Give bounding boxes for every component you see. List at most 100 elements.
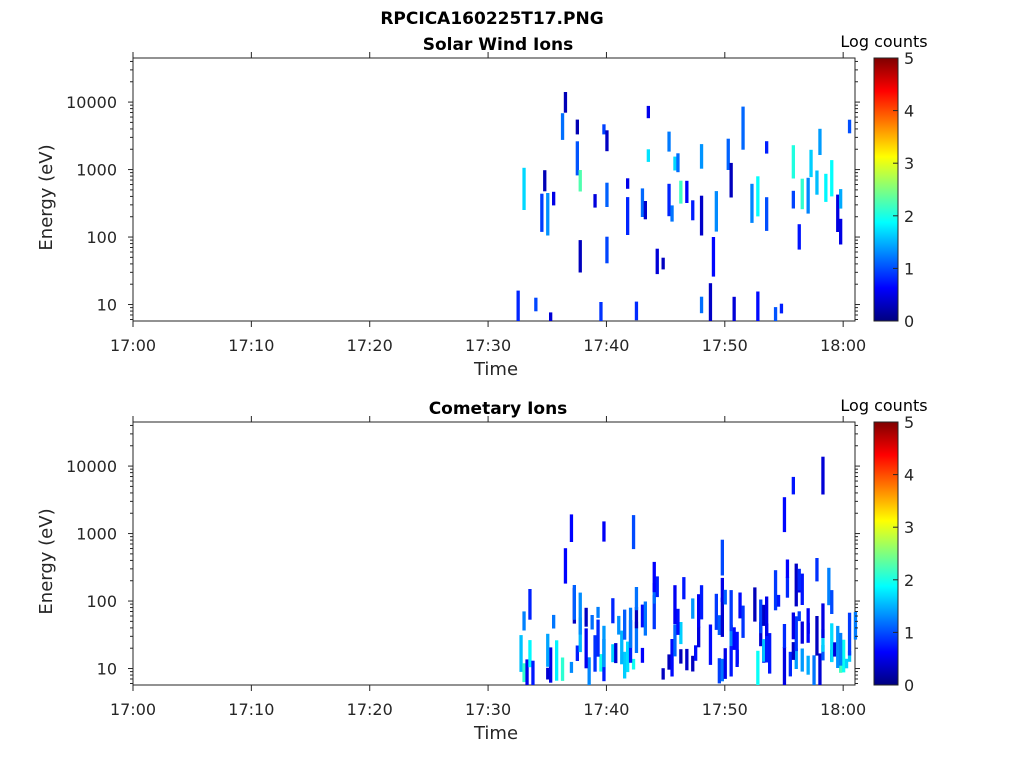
spectrogram-cell	[759, 622, 763, 647]
spectrogram-cell	[711, 237, 716, 277]
spectrogram-cell	[682, 577, 686, 600]
spectrogram-cell	[699, 296, 704, 314]
y-tick-label: 10	[97, 660, 117, 679]
spectrogram-cell	[708, 283, 713, 321]
spectrogram-cell	[685, 180, 689, 203]
x-tick-label: 17:40	[583, 700, 629, 719]
x-tick-label: 17:10	[228, 336, 274, 355]
spectrogram-cell	[815, 558, 819, 582]
spectrogram-cell	[830, 590, 834, 614]
spectrogram-cell	[620, 630, 624, 665]
spectrogram-cell	[528, 640, 532, 668]
spectrogram-cell	[741, 605, 745, 638]
spectrogram-cell	[806, 608, 810, 634]
spectrogram-cell	[794, 648, 798, 669]
colorbar-tick-label: 5	[904, 49, 914, 68]
spectrogram-cell	[643, 601, 647, 636]
spectrogram-cell	[578, 617, 582, 653]
spectrogram-cell	[563, 548, 568, 584]
spectrogram-cell	[640, 647, 645, 663]
spectrogram-cell	[584, 628, 588, 669]
spectrogram-cell	[797, 224, 801, 250]
x-tick-label: 17:40	[583, 336, 629, 355]
panel-title: Solar Wind Ions	[423, 35, 574, 55]
spectrogram-cell	[806, 177, 810, 214]
spectrogram-cell	[844, 658, 849, 669]
spectrogram-cell	[652, 595, 656, 630]
colorbar-tick-label: 3	[904, 154, 914, 173]
figure-title: RPCICA160225T17.PNG	[380, 9, 603, 29]
spectrogram-cell	[552, 614, 556, 629]
spectrogram-cell	[640, 604, 645, 628]
spectrogram-cell	[655, 576, 659, 598]
spectrogram-cell	[673, 156, 677, 171]
x-tick-label: 17:30	[465, 700, 511, 719]
plot-area	[132, 421, 856, 686]
spectrogram-cell	[800, 178, 804, 210]
spectrogram-cell	[546, 193, 550, 236]
spectrogram-cell	[670, 639, 674, 677]
spectrogram-cell	[593, 194, 597, 208]
spectrogram-cell	[634, 587, 639, 611]
spectrogram-cell	[738, 592, 742, 619]
spectrogram-cell	[750, 183, 754, 223]
spectrogram-cell	[785, 576, 790, 598]
spectrogram-cell	[735, 631, 739, 667]
spectrogram-cell	[732, 627, 736, 650]
spectrogram-cell	[818, 128, 822, 155]
spectrogram-cell	[794, 563, 798, 607]
spectrogram-cell	[797, 611, 801, 622]
spectrogram-cell	[699, 144, 704, 169]
spectrogram-cell	[726, 138, 730, 170]
colorbar-tick-label: 3	[904, 518, 914, 537]
spectrogram-cell	[560, 113, 565, 140]
spectrogram-cell	[643, 201, 647, 220]
panel-title: Cometary Ions	[429, 399, 568, 419]
spectrogram-cell	[631, 515, 636, 550]
spectrogram-cell	[546, 633, 550, 667]
spectrogram-cell	[794, 616, 798, 652]
spectrogram-cell	[634, 607, 639, 629]
y-tick-label: 10000	[66, 93, 117, 112]
spectrogram-cell	[602, 625, 606, 668]
colorbar-tick-label: 2	[904, 207, 914, 226]
spectrogram-cell	[833, 642, 837, 657]
spectrogram-cell	[623, 651, 627, 679]
spectrogram-cell	[812, 655, 816, 685]
spectrogram-cell	[534, 297, 538, 312]
spectrogram-cell	[830, 623, 834, 663]
spectrogram-cell	[818, 653, 822, 685]
x-tick-label: 17:20	[347, 700, 393, 719]
y-tick-label: 10	[97, 296, 117, 315]
spectrogram-cell	[667, 654, 671, 670]
x-tick-label: 17:50	[702, 336, 748, 355]
spectrogram-cell	[717, 658, 721, 684]
spectrogram-cell	[765, 596, 769, 636]
spectrogram-cell	[605, 182, 609, 207]
x-tick-label: 17:10	[228, 700, 274, 719]
y-tick-label: 10000	[66, 457, 117, 476]
spectrogram-cell	[720, 597, 724, 637]
spectrogram-cell	[714, 191, 718, 232]
spectrogram-cell	[661, 668, 665, 680]
spectrogram-cells	[516, 92, 852, 321]
spectrogram-cell	[729, 633, 733, 677]
spectrogram-cell	[587, 657, 591, 685]
spectrogram-cell	[599, 302, 603, 321]
spectrogram-cell	[555, 640, 559, 681]
spectrogram-cell	[549, 647, 553, 683]
spectrogram-cell	[670, 205, 674, 222]
spectrogram-cell	[815, 170, 819, 195]
spectrogram-cell	[522, 663, 526, 683]
spectrogram-cell	[578, 240, 582, 273]
spectrogram-cell	[691, 655, 695, 672]
spectrogram-cell	[782, 497, 787, 533]
spectrogram-cell	[673, 624, 677, 657]
spectrogram-cell	[552, 191, 556, 206]
spectrogram-cell	[593, 635, 597, 672]
spectrogram-cell	[522, 167, 526, 210]
spectrogram-cell	[575, 119, 579, 135]
